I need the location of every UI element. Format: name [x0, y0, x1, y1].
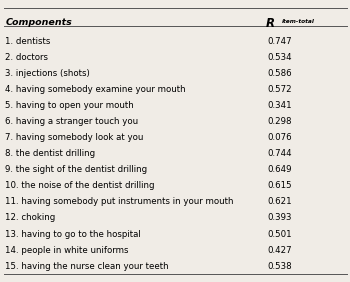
- Text: 0.538: 0.538: [268, 262, 292, 271]
- Text: 0.076: 0.076: [268, 133, 292, 142]
- Text: item-total: item-total: [282, 19, 315, 24]
- Text: 10. the noise of the dentist drilling: 10. the noise of the dentist drilling: [5, 181, 155, 190]
- Text: 0.615: 0.615: [268, 181, 292, 190]
- Text: 0.572: 0.572: [268, 85, 292, 94]
- Text: 0.501: 0.501: [268, 230, 292, 239]
- Text: 8. the dentist drilling: 8. the dentist drilling: [5, 149, 95, 158]
- Text: 7. having somebody look at you: 7. having somebody look at you: [5, 133, 144, 142]
- Text: 0.393: 0.393: [268, 213, 292, 222]
- Text: 14. people in white uniforms: 14. people in white uniforms: [5, 246, 129, 255]
- Text: 5. having to open your mouth: 5. having to open your mouth: [5, 101, 134, 110]
- Text: Components: Components: [5, 18, 72, 27]
- Text: 12. choking: 12. choking: [5, 213, 56, 222]
- Text: 4. having somebody examine your mouth: 4. having somebody examine your mouth: [5, 85, 186, 94]
- Text: 11. having somebody put instruments in your mouth: 11. having somebody put instruments in y…: [5, 197, 234, 206]
- Text: 0.649: 0.649: [268, 165, 292, 174]
- Text: 13. having to go to the hospital: 13. having to go to the hospital: [5, 230, 141, 239]
- Text: 6. having a stranger touch you: 6. having a stranger touch you: [5, 117, 138, 126]
- Text: 1. dentists: 1. dentists: [5, 37, 51, 46]
- Text: 15. having the nurse clean your teeth: 15. having the nurse clean your teeth: [5, 262, 169, 271]
- Text: 0.586: 0.586: [268, 69, 292, 78]
- Text: 3. injections (shots): 3. injections (shots): [5, 69, 90, 78]
- Text: 0.427: 0.427: [268, 246, 292, 255]
- Text: 0.534: 0.534: [268, 53, 292, 62]
- Text: 0.298: 0.298: [268, 117, 292, 126]
- Text: 0.744: 0.744: [268, 149, 292, 158]
- Text: 9. the sight of the dentist drilling: 9. the sight of the dentist drilling: [5, 165, 147, 174]
- Text: R: R: [266, 17, 275, 30]
- Text: 0.341: 0.341: [268, 101, 292, 110]
- Text: 0.747: 0.747: [268, 37, 292, 46]
- Text: 0.621: 0.621: [268, 197, 292, 206]
- Text: 2. doctors: 2. doctors: [5, 53, 48, 62]
